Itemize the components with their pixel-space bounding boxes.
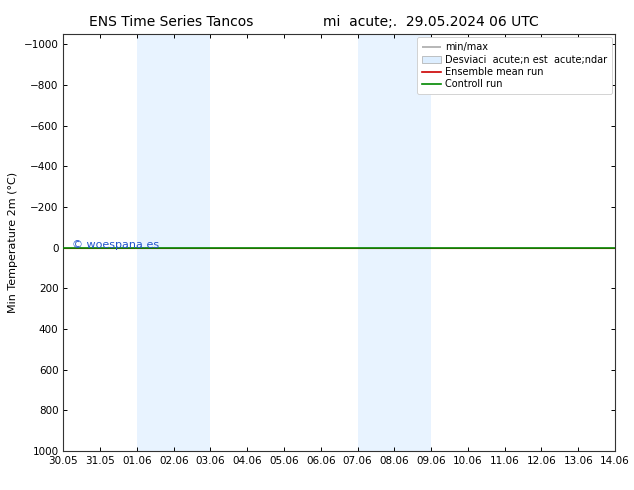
- Legend: min/max, Desviaci  acute;n est  acute;ndar, Ensemble mean run, Controll run: min/max, Desviaci acute;n est acute;ndar…: [417, 37, 612, 94]
- Text: ENS Time Series Tancos: ENS Time Series Tancos: [89, 15, 254, 29]
- Bar: [137, 34, 210, 451]
- Y-axis label: Min Temperature 2m (°C): Min Temperature 2m (°C): [8, 172, 18, 313]
- Text: mi  acute;.  29.05.2024 06 UTC: mi acute;. 29.05.2024 06 UTC: [323, 15, 539, 29]
- Bar: [358, 34, 431, 451]
- Text: © woespana.es: © woespana.es: [72, 241, 158, 250]
